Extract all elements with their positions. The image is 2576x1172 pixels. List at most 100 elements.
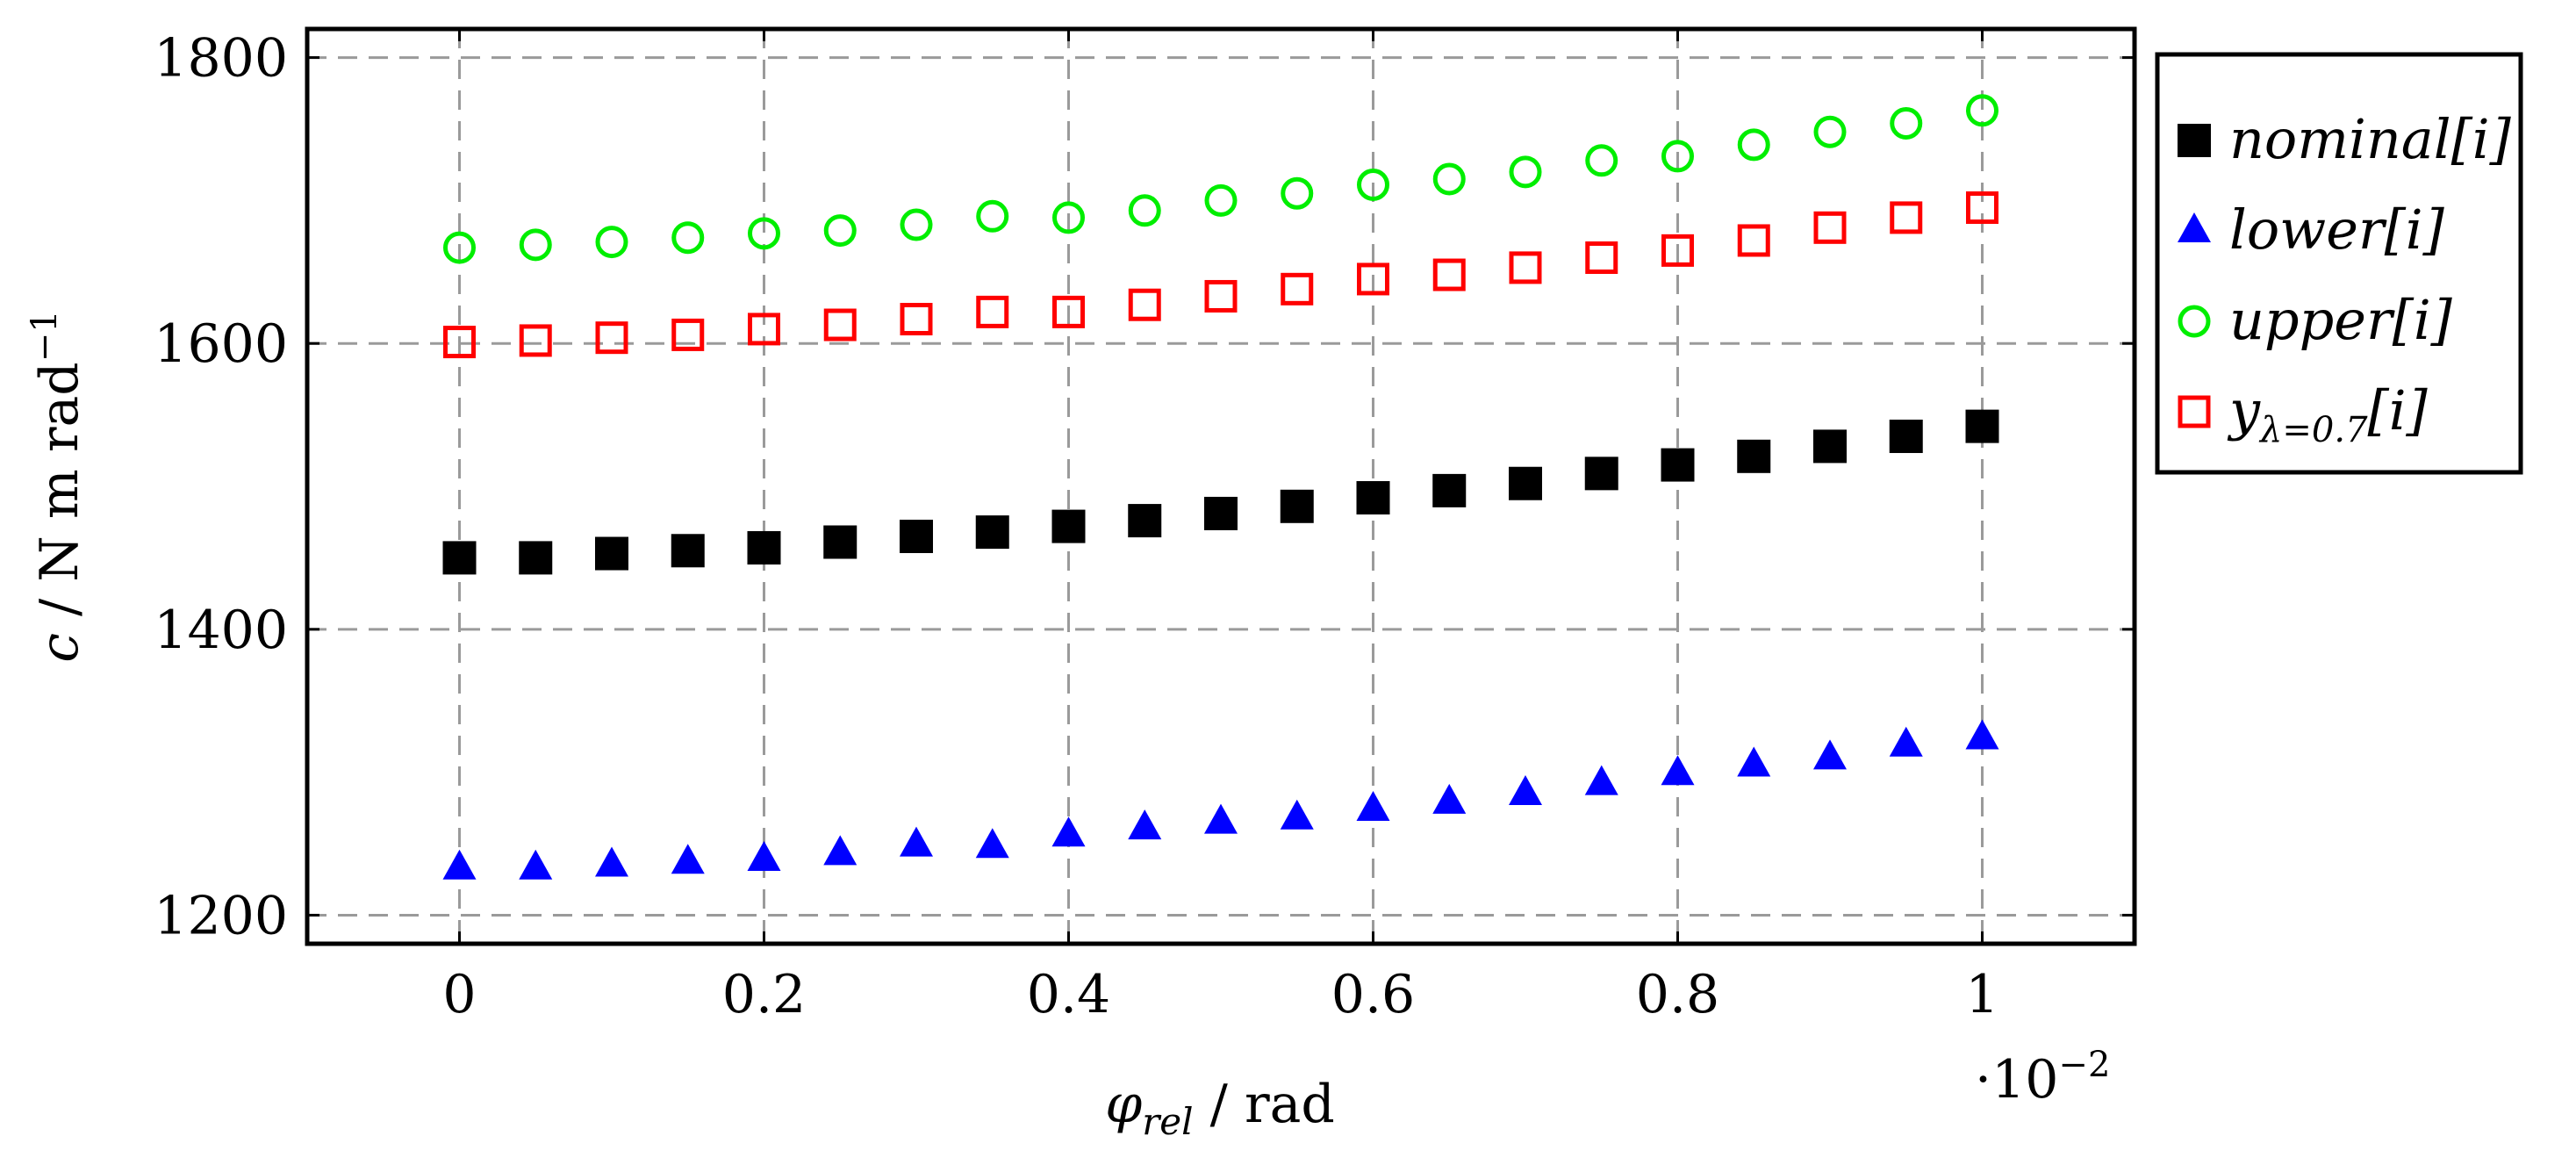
y-tick-label: 1600 xyxy=(154,313,288,375)
data-point-lower xyxy=(900,826,933,857)
y-tick-label: 1200 xyxy=(154,885,288,946)
data-point-y_lambda_0.7 xyxy=(900,303,933,336)
legend-label-nominal: nominal[i] xyxy=(2229,107,2512,171)
data-series xyxy=(442,94,1999,880)
data-point-nominal xyxy=(900,519,933,553)
x-tick-label: 0 xyxy=(442,964,476,1025)
data-point-y_lambda_0.7 xyxy=(1661,234,1694,267)
data-point-y_lambda_0.7 xyxy=(823,308,857,342)
data-point-y_lambda_0.7 xyxy=(976,295,1009,328)
data-point-lower xyxy=(1509,775,1542,806)
legend-markers xyxy=(2178,124,2211,428)
data-point-y_lambda_0.7 xyxy=(1585,241,1618,274)
data-point-lower xyxy=(1889,726,1923,757)
data-point-lower xyxy=(442,849,477,880)
x-tick-label: 0.8 xyxy=(1636,964,1719,1025)
data-point-lower xyxy=(595,846,628,877)
data-point-lower xyxy=(1661,755,1695,786)
data-point-upper xyxy=(1661,140,1694,173)
data-point-lower xyxy=(1356,790,1390,821)
data-point-upper xyxy=(1585,144,1618,177)
data-point-upper xyxy=(1204,183,1238,217)
data-point-upper xyxy=(519,228,552,262)
data-point-nominal xyxy=(1813,429,1847,464)
data-point-lower xyxy=(1737,746,1771,777)
data-point-y_lambda_0.7 xyxy=(1204,279,1238,313)
x-tick-label: 0.4 xyxy=(1027,964,1110,1025)
data-point-upper xyxy=(976,199,1009,233)
data-point-nominal xyxy=(1889,420,1923,454)
data-point-y_lambda_0.7 xyxy=(1737,224,1770,257)
data-point-nominal xyxy=(1204,496,1238,530)
data-point-y_lambda_0.7 xyxy=(1509,251,1542,284)
data-point-nominal xyxy=(1509,466,1542,500)
series-lower xyxy=(442,719,1999,880)
data-point-y_lambda_0.7 xyxy=(748,313,780,346)
data-point-upper xyxy=(1813,115,1847,148)
data-point-lower xyxy=(1965,719,1999,750)
data-point-y_lambda_0.7 xyxy=(1966,191,1998,225)
data-point-lower xyxy=(1204,803,1238,834)
axis-ticks: 0 0.2 0.4 0.6 0.8 1 1200 1400 1600 1800 xyxy=(154,28,2135,1025)
legend-marker-upper xyxy=(2178,305,2211,338)
legend-label-upper: upper[i] xyxy=(2229,288,2453,352)
data-point-lower xyxy=(671,844,705,874)
data-point-upper xyxy=(1128,194,1161,227)
data-point-nominal xyxy=(519,541,553,575)
grid xyxy=(307,29,2135,944)
data-point-y_lambda_0.7 xyxy=(443,326,476,359)
data-point-lower xyxy=(823,835,857,866)
data-point-y_lambda_0.7 xyxy=(1281,272,1314,306)
data-point-nominal xyxy=(1965,409,1999,443)
data-point-y_lambda_0.7 xyxy=(671,318,705,351)
data-point-y_lambda_0.7 xyxy=(1052,295,1085,328)
legend-box xyxy=(2155,52,2523,475)
data-point-upper xyxy=(595,226,628,259)
data-point-upper xyxy=(900,208,933,241)
data-point-lower xyxy=(975,828,1009,859)
x-tick-label: 0.2 xyxy=(722,964,806,1025)
legend-label-lower: lower[i] xyxy=(2229,198,2445,262)
data-point-y_lambda_0.7 xyxy=(1890,201,1923,234)
data-point-lower xyxy=(1128,809,1162,840)
data-point-y_lambda_0.7 xyxy=(595,321,628,355)
data-point-upper xyxy=(1737,128,1770,162)
data-point-lower xyxy=(1051,816,1086,847)
data-point-upper xyxy=(1357,168,1389,201)
data-point-y_lambda_0.7 xyxy=(1813,211,1847,244)
data-point-y_lambda_0.7 xyxy=(1432,258,1466,291)
data-point-lower xyxy=(1280,799,1314,830)
data-point-upper xyxy=(1052,201,1085,234)
data-point-nominal xyxy=(1432,473,1467,507)
data-point-nominal xyxy=(1051,509,1086,543)
legend-marker-lower xyxy=(2178,212,2211,242)
data-point-upper xyxy=(823,214,857,248)
data-point-upper xyxy=(1281,176,1314,210)
series-nominal xyxy=(442,409,1999,575)
y-tick-label: 1400 xyxy=(154,600,288,661)
data-point-lower xyxy=(1584,765,1618,795)
data-point-y_lambda_0.7 xyxy=(519,324,552,357)
plot-frame xyxy=(305,26,2137,946)
data-point-nominal xyxy=(671,534,705,568)
data-point-nominal xyxy=(1737,439,1771,473)
data-point-nominal xyxy=(975,515,1009,550)
data-point-nominal xyxy=(823,525,857,559)
data-point-upper xyxy=(1966,94,1998,127)
data-point-y_lambda_0.7 xyxy=(1128,288,1161,321)
x-tick-label: 1 xyxy=(1965,964,1998,1025)
data-point-nominal xyxy=(442,541,477,575)
data-point-upper xyxy=(443,231,476,264)
data-point-lower xyxy=(1813,739,1847,770)
data-point-lower xyxy=(747,840,781,871)
legend-marker-y_lambda_0.7 xyxy=(2178,395,2211,428)
x-tick-label: 0.6 xyxy=(1331,964,1415,1025)
data-point-nominal xyxy=(1128,504,1162,538)
legend: nominal[i] lower[i] upper[i] yλ=0.7[i] xyxy=(2155,52,2523,475)
data-point-lower xyxy=(1432,783,1467,814)
y-axis-title: c / N m rad−1 xyxy=(25,310,90,662)
data-point-nominal xyxy=(1356,481,1390,515)
data-point-upper xyxy=(1890,106,1923,140)
data-point-y_lambda_0.7 xyxy=(1357,262,1389,296)
data-point-lower xyxy=(519,849,553,880)
